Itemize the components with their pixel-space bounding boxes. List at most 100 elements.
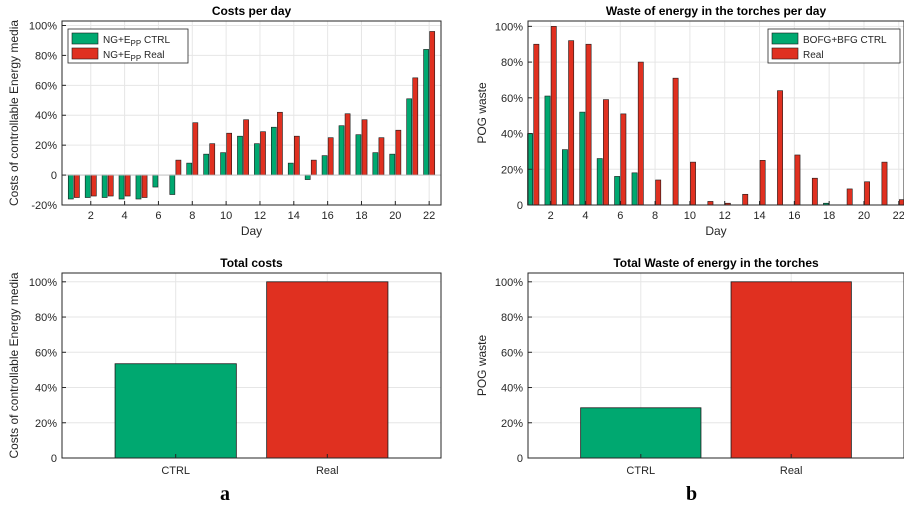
x-tick-label: 20 bbox=[389, 210, 401, 222]
bar-ctrl bbox=[544, 95, 551, 206]
y-tick-label: 60% bbox=[35, 80, 57, 92]
x-tick-label: CTRL bbox=[161, 465, 190, 477]
bar-ctrl bbox=[304, 174, 311, 180]
chart-title: Waste of energy in the torches per day bbox=[606, 4, 827, 18]
bar-ctrl bbox=[631, 172, 638, 206]
bar-real bbox=[672, 77, 679, 206]
x-tick-label: 14 bbox=[288, 210, 300, 222]
y-axis-label: Costs of controllable Energy media bbox=[7, 20, 21, 206]
chart-title: Costs per day bbox=[212, 4, 292, 18]
x-tick-label: 10 bbox=[220, 210, 232, 222]
bar-ctrl bbox=[114, 363, 237, 459]
bar-real bbox=[310, 159, 317, 176]
x-tick-label: 12 bbox=[254, 210, 266, 222]
x-tick-label: 22 bbox=[423, 210, 435, 222]
bar-real bbox=[327, 137, 334, 176]
bar-real bbox=[637, 61, 644, 206]
legend-label: Real bbox=[803, 50, 824, 61]
bar-real bbox=[690, 161, 696, 206]
y-tick-label: 0 bbox=[51, 170, 57, 182]
y-axis-label: Costs of controllable Energy media bbox=[7, 272, 21, 458]
bar-ctrl bbox=[203, 153, 210, 176]
bar-real bbox=[293, 135, 300, 176]
bar-real bbox=[107, 174, 114, 197]
y-tick-label: 60% bbox=[35, 347, 57, 359]
y-tick-label: 100% bbox=[495, 21, 523, 33]
x-axis-label: Day bbox=[241, 224, 262, 238]
bar-real bbox=[90, 174, 97, 197]
x-tick-label: 4 bbox=[122, 210, 128, 222]
bar-ctrl bbox=[101, 174, 108, 198]
bar-real bbox=[811, 177, 818, 206]
y-tick-label: 100% bbox=[29, 277, 57, 289]
x-tick-label: 4 bbox=[582, 210, 588, 222]
panel-label-b: b bbox=[686, 483, 698, 505]
bar-real bbox=[864, 181, 870, 206]
bar-ctrl bbox=[338, 125, 345, 176]
bar-real bbox=[277, 111, 283, 176]
chart-title: Total Waste of energy in the torches bbox=[613, 256, 819, 270]
bar-real bbox=[361, 119, 368, 176]
panel-label-a: a bbox=[220, 483, 230, 505]
legend-label: BOFG+BFG CTRL bbox=[803, 35, 887, 46]
y-tick-label: 20% bbox=[501, 164, 523, 176]
bar-real bbox=[742, 193, 749, 206]
bar-real bbox=[141, 174, 148, 198]
bar-ctrl bbox=[220, 152, 226, 176]
y-axis-label: POG waste bbox=[475, 82, 489, 144]
x-tick-label: 8 bbox=[652, 210, 658, 222]
x-tick-label: Real bbox=[780, 465, 803, 477]
y-tick-label: 20% bbox=[501, 418, 523, 430]
y-tick-label: 100% bbox=[495, 277, 523, 289]
legend-swatch bbox=[771, 47, 799, 60]
y-tick-label: 20% bbox=[35, 140, 57, 152]
y-tick-label: 60% bbox=[501, 347, 523, 359]
x-axis-label: Day bbox=[705, 224, 726, 238]
bars bbox=[114, 281, 389, 459]
bar-ctrl bbox=[389, 153, 396, 176]
bars bbox=[580, 281, 852, 459]
x-tick-label: 20 bbox=[858, 210, 870, 222]
bar-real bbox=[395, 129, 402, 176]
bar-real bbox=[550, 26, 557, 206]
x-tick-label: 2 bbox=[88, 210, 94, 222]
bar-real bbox=[620, 113, 627, 206]
chart-title: Total costs bbox=[220, 256, 283, 270]
bar-real bbox=[209, 143, 216, 176]
legend-label: NG+EPP CTRL bbox=[103, 35, 171, 48]
y-tick-label: 40% bbox=[35, 110, 57, 122]
y-tick-label: 80% bbox=[35, 50, 57, 62]
x-tick-label: CTRL bbox=[626, 465, 655, 477]
bar-real bbox=[585, 43, 592, 206]
x-tick-label: 12 bbox=[719, 210, 731, 222]
bars bbox=[527, 26, 904, 206]
x-tick-label: 6 bbox=[155, 210, 161, 222]
bar-real bbox=[533, 43, 540, 206]
chart-total-costs: 0 20% 40% 60% 80% 100% Costs of controllable E… bbox=[7, 256, 442, 477]
x-tick-label: 18 bbox=[355, 210, 367, 222]
legend-swatch bbox=[771, 32, 799, 45]
bar-real bbox=[378, 137, 385, 176]
bar-real bbox=[226, 132, 232, 176]
bar-real bbox=[846, 188, 853, 206]
x-tick-label: 16 bbox=[788, 210, 800, 222]
axes-box bbox=[61, 272, 442, 459]
bar-real bbox=[74, 174, 80, 198]
bar-ctrl bbox=[237, 135, 243, 176]
y-tick-label: -20% bbox=[31, 200, 57, 212]
x-tick-label: 10 bbox=[684, 210, 696, 222]
chart-costs-per-day: -20% 0 20% 40% 60% 80% 100% Costs of controllab… bbox=[7, 4, 442, 238]
bar-real bbox=[898, 199, 904, 206]
y-tick-label: 0 bbox=[51, 453, 57, 465]
bar-ctrl bbox=[287, 162, 294, 176]
bar-ctrl bbox=[186, 162, 193, 176]
bar-real bbox=[429, 31, 436, 176]
y-tick-label: 40% bbox=[501, 383, 523, 395]
bar-real bbox=[794, 154, 801, 206]
x-tick-label: 22 bbox=[893, 210, 904, 222]
bar-ctrl bbox=[118, 174, 125, 200]
bar-real bbox=[777, 90, 783, 206]
bar-ctrl bbox=[406, 98, 413, 176]
bar-ctrl bbox=[579, 111, 586, 206]
